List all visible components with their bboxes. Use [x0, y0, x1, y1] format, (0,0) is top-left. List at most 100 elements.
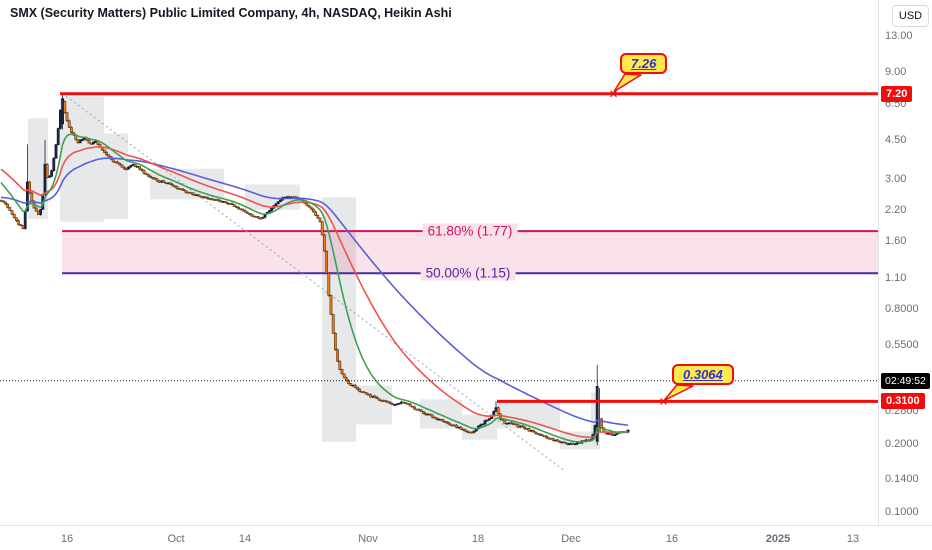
candle-body [118, 162, 122, 166]
candle-body [360, 391, 364, 393]
candle-body [364, 392, 368, 395]
candle-body [89, 142, 93, 145]
candle-body [439, 418, 443, 421]
candle-body [94, 140, 98, 143]
candle-body [158, 180, 161, 183]
candle-body [239, 208, 243, 211]
candle-body [342, 373, 346, 379]
candle-body [221, 201, 225, 203]
candle-body [30, 192, 34, 202]
fib-level-61-80-label[interactable]: 61.80% (1.77) [422, 223, 518, 239]
candle-body [160, 180, 164, 183]
candle-body [362, 391, 366, 394]
candle-body [111, 158, 115, 163]
candle-body [606, 432, 610, 435]
price-tick-label: 1.10 [885, 271, 907, 284]
candle-body [483, 420, 487, 425]
candle-body [175, 186, 179, 189]
candle-body [547, 437, 551, 440]
candle-body [173, 185, 177, 188]
candle-body [202, 196, 205, 198]
time-tick-label: 13 [846, 533, 860, 545]
candle-body [140, 168, 144, 171]
candle-body [358, 388, 362, 392]
candle-body [564, 442, 568, 445]
candle-body [155, 178, 159, 182]
candle-body [63, 101, 67, 113]
candle-body [514, 423, 518, 426]
candle-body [613, 434, 617, 436]
candle-body [138, 166, 142, 170]
candle-body [149, 175, 153, 178]
candle-body [305, 203, 309, 206]
candle-body [487, 418, 491, 421]
candle-body [250, 214, 254, 217]
candle-body [270, 208, 274, 211]
candle-body [450, 424, 454, 427]
fib-level-50-00-label[interactable]: 50.00% (1.15) [420, 265, 516, 281]
candle-body [307, 205, 311, 208]
candle-body [542, 435, 546, 438]
candle-body [349, 383, 353, 386]
candle-body [6, 203, 10, 208]
ma-fast-line [0, 133, 629, 443]
candle-body [241, 209, 245, 212]
candle-body [17, 220, 21, 225]
trendline[interactable] [61, 92, 566, 472]
price-callout-low[interactable]: 0.3064 [672, 364, 734, 385]
gap-zone [560, 431, 600, 450]
level-price-badge: 0.3100 [881, 393, 925, 410]
candle-body [382, 400, 386, 402]
candle-body [34, 207, 38, 212]
candle-body [162, 180, 166, 183]
candle-body [237, 207, 241, 210]
candle-body [430, 414, 434, 418]
candle-body [58, 109, 62, 129]
candle-body [45, 163, 49, 178]
candle-body [351, 384, 355, 387]
candle-body [395, 403, 399, 406]
candle-body [259, 217, 263, 220]
candle-body [235, 206, 238, 208]
candle-body [408, 403, 412, 407]
candle-body [551, 438, 555, 441]
candle-body [611, 433, 615, 436]
candle-body [529, 429, 533, 432]
candle-body [331, 314, 335, 334]
candle-body [147, 173, 150, 177]
chart-legend-title[interactable]: SMX (Security Matters) Public Limited Co… [10, 6, 452, 20]
time-axis[interactable]: 16 Oct 14 Nov 18 Dec 16 2025 13 [0, 525, 932, 550]
candle-body [65, 112, 69, 121]
candle-body [318, 217, 322, 223]
candle-body [133, 164, 137, 167]
price-tick-label: 4.50 [885, 133, 907, 146]
candle-body [384, 400, 388, 403]
price-callout-high[interactable]: 7.26 [620, 53, 668, 74]
time-tick-label: 16 [60, 533, 74, 545]
candle-body [180, 188, 183, 191]
candle-body [127, 166, 131, 170]
price-tick-label: 0.5500 [885, 339, 919, 352]
candle-body [479, 424, 483, 427]
level-anchor-mark-1 [660, 398, 667, 405]
candle-body [531, 429, 535, 433]
candle-body [512, 423, 516, 426]
candle-body [494, 407, 498, 412]
bar-countdown-label: 02:49:52 [881, 372, 930, 389]
candle-body [527, 428, 531, 432]
time-tick-label: 14 [238, 533, 252, 545]
gap-zone [591, 392, 597, 440]
time-tick-label: 2025 [765, 533, 791, 545]
candle-body [391, 403, 395, 406]
candle-body [252, 215, 256, 218]
candle-body [224, 201, 227, 204]
candle-body [39, 209, 43, 215]
candle-body [369, 394, 373, 398]
candle-body [523, 426, 527, 429]
price-axis[interactable]: 13.00 9.00 6.50 4.50 3.00 2.20 1.60 1.10 0.8000 0… [878, 0, 932, 525]
price-tick-label: 0.8000 [885, 302, 919, 315]
price-tick-label: 0.1400 [885, 473, 919, 486]
callout-tail-low [663, 384, 694, 402]
currency-button[interactable]: USD [892, 5, 929, 27]
candle-body [435, 417, 439, 420]
